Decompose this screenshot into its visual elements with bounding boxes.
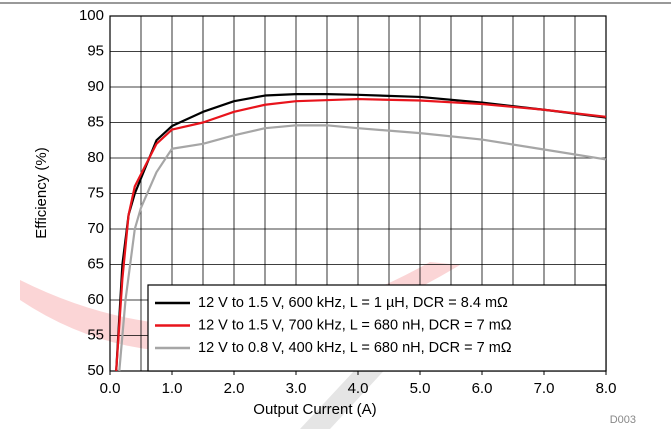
y-tick-label: 95 [87, 42, 104, 59]
y-axis-label: Efficiency (%) [33, 147, 50, 238]
y-tick-label: 90 [87, 78, 104, 95]
y-tick-label: 55 [87, 326, 104, 343]
x-tick-label: 7.0 [534, 380, 555, 397]
y-tick-label: 100 [79, 7, 104, 24]
y-tick-label: 65 [87, 255, 104, 272]
legend-box [147, 284, 607, 372]
x-axis-label: Output Current (A) [253, 401, 376, 418]
series-line [115, 97, 607, 372]
y-tick-label: 80 [87, 149, 104, 166]
x-tick-label: 8.0 [596, 380, 617, 397]
y-tick-label: 75 [87, 184, 104, 201]
legend-label: 12 V to 0.8 V, 400 kHz, L = 680 nH, DCR … [198, 340, 512, 356]
x-tick-label: 0.0 [100, 380, 121, 397]
x-tick-label: 5.0 [410, 380, 431, 397]
y-tick-label: 60 [87, 291, 104, 308]
figure-id: D003 [610, 414, 636, 426]
series-line [118, 124, 607, 372]
y-tick-label: 85 [87, 113, 104, 130]
y-tick-label: 70 [87, 220, 104, 237]
y-tick-label: 50 [87, 362, 104, 379]
x-tick-label: 4.0 [348, 380, 369, 397]
x-tick-label: 3.0 [286, 380, 307, 397]
x-tick-label: 6.0 [472, 380, 493, 397]
x-tick-label: 2.0 [224, 380, 245, 397]
legend-label: 12 V to 1.5 V, 600 kHz, L = 1 µH, DCR = … [198, 295, 508, 311]
x-tick-label: 1.0 [162, 380, 183, 397]
watermark [20, 262, 460, 353]
legend-label: 12 V to 1.5 V, 700 kHz, L = 680 nH, DCR … [198, 317, 512, 333]
